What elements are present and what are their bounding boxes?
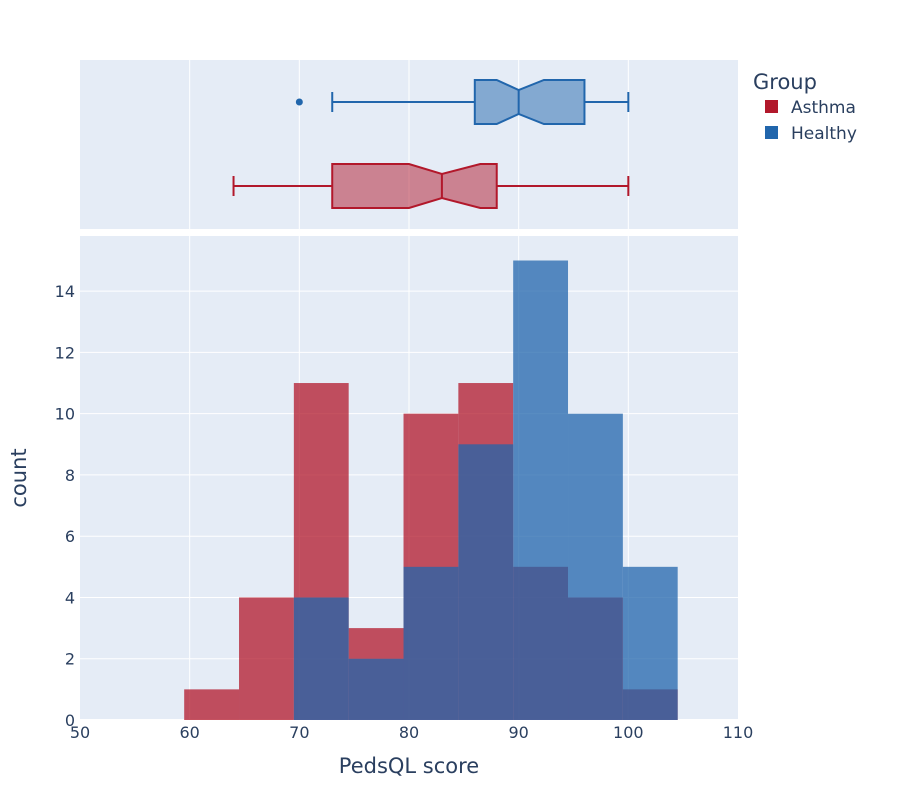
legend-swatch-healthy (765, 126, 778, 139)
x-tick-label: 60 (179, 723, 199, 742)
legend-item-healthy[interactable]: Healthy (765, 124, 857, 144)
legend-label-healthy: Healthy (791, 124, 857, 144)
legend-title: Group (753, 70, 817, 94)
hist-bar-healthy (568, 413, 623, 720)
y-tick-label: 10 (55, 405, 75, 424)
y-axis-title: count (7, 448, 31, 507)
box-body-healthy (473, 79, 586, 125)
x-tick-label: 50 (70, 723, 90, 742)
hist-bar-healthy (458, 444, 514, 720)
y-tick-label: 12 (55, 343, 75, 362)
y-tick-label: 0 (65, 711, 75, 730)
hist-bar-healthy (622, 566, 678, 720)
legend-swatch-asthma (765, 100, 778, 113)
tick-labels: 50 60 70 80 90 100 110 0 2 4 6 8 10 12 14 (55, 282, 754, 742)
y-tick-label: 8 (65, 466, 75, 485)
y-tick-label: 4 (65, 588, 75, 607)
x-tick-label: 70 (289, 723, 309, 742)
histogram-bars (184, 260, 678, 720)
box-plots (232, 79, 630, 209)
hist-bar-healthy (348, 658, 404, 720)
hist-bar-healthy (293, 597, 349, 720)
hist-bar-healthy (513, 260, 569, 720)
hist-bar-asthma (239, 597, 294, 720)
box-outlier-healthy (295, 98, 303, 106)
y-tick-label: 14 (55, 282, 75, 301)
y-tick-label: 2 (65, 650, 75, 669)
x-tick-label: 80 (399, 723, 419, 742)
hist-bar-asthma (184, 689, 240, 720)
box-body-asthma (331, 163, 498, 209)
legend-item-asthma[interactable]: Asthma (765, 98, 856, 118)
x-axis-title: PedsQL score (339, 754, 479, 778)
x-tick-label: 110 (723, 723, 754, 742)
hist-bar-healthy (403, 566, 459, 720)
legend: Group Asthma Healthy (753, 70, 857, 144)
legend-label-asthma: Asthma (791, 98, 856, 118)
y-tick-label: 6 (65, 527, 75, 546)
x-tick-label: 100 (613, 723, 644, 742)
x-tick-label: 90 (508, 723, 528, 742)
